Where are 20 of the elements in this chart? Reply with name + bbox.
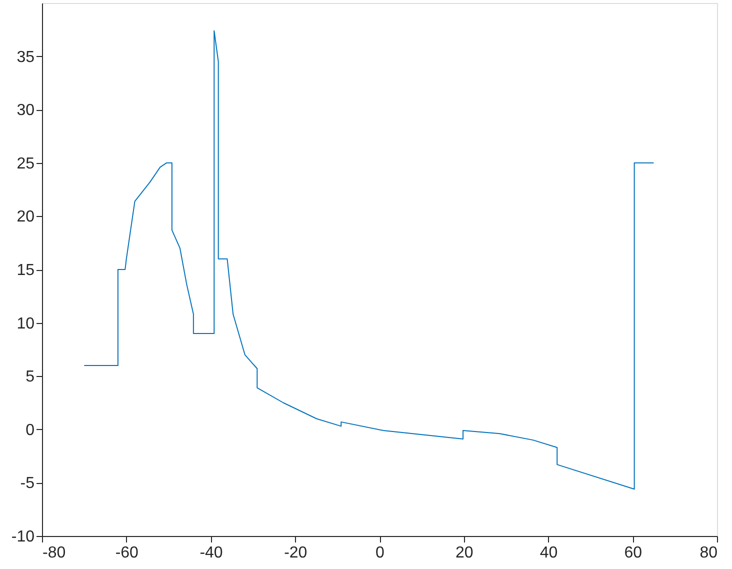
x-tick-label: 0 [376,544,385,562]
x-tick-label: -80 [42,544,66,562]
x-tick-label: 20 [455,544,474,562]
y-tick-label: 15 [16,262,35,279]
y-tick-label: 35 [16,48,35,66]
x-tick-label: -40 [200,544,223,562]
x-tick-label: 60 [624,544,642,562]
y-tick-label: 5 [26,368,35,386]
x-tick-label: -20 [284,544,308,562]
x-tick-label: 80 [700,544,718,562]
y-tick-label: 10 [16,315,35,332]
y-tick-label: -10 [11,528,35,546]
y-tick-label: 20 [16,208,35,226]
x-tick-label: -60 [115,544,139,562]
y-tick-label: -5 [20,475,35,492]
y-tick-label: 0 [26,422,35,439]
y-tick-label: 25 [16,155,35,172]
x-tick-label: 40 [540,544,558,562]
line-series [84,30,654,490]
y-tick-label: 30 [16,102,35,120]
